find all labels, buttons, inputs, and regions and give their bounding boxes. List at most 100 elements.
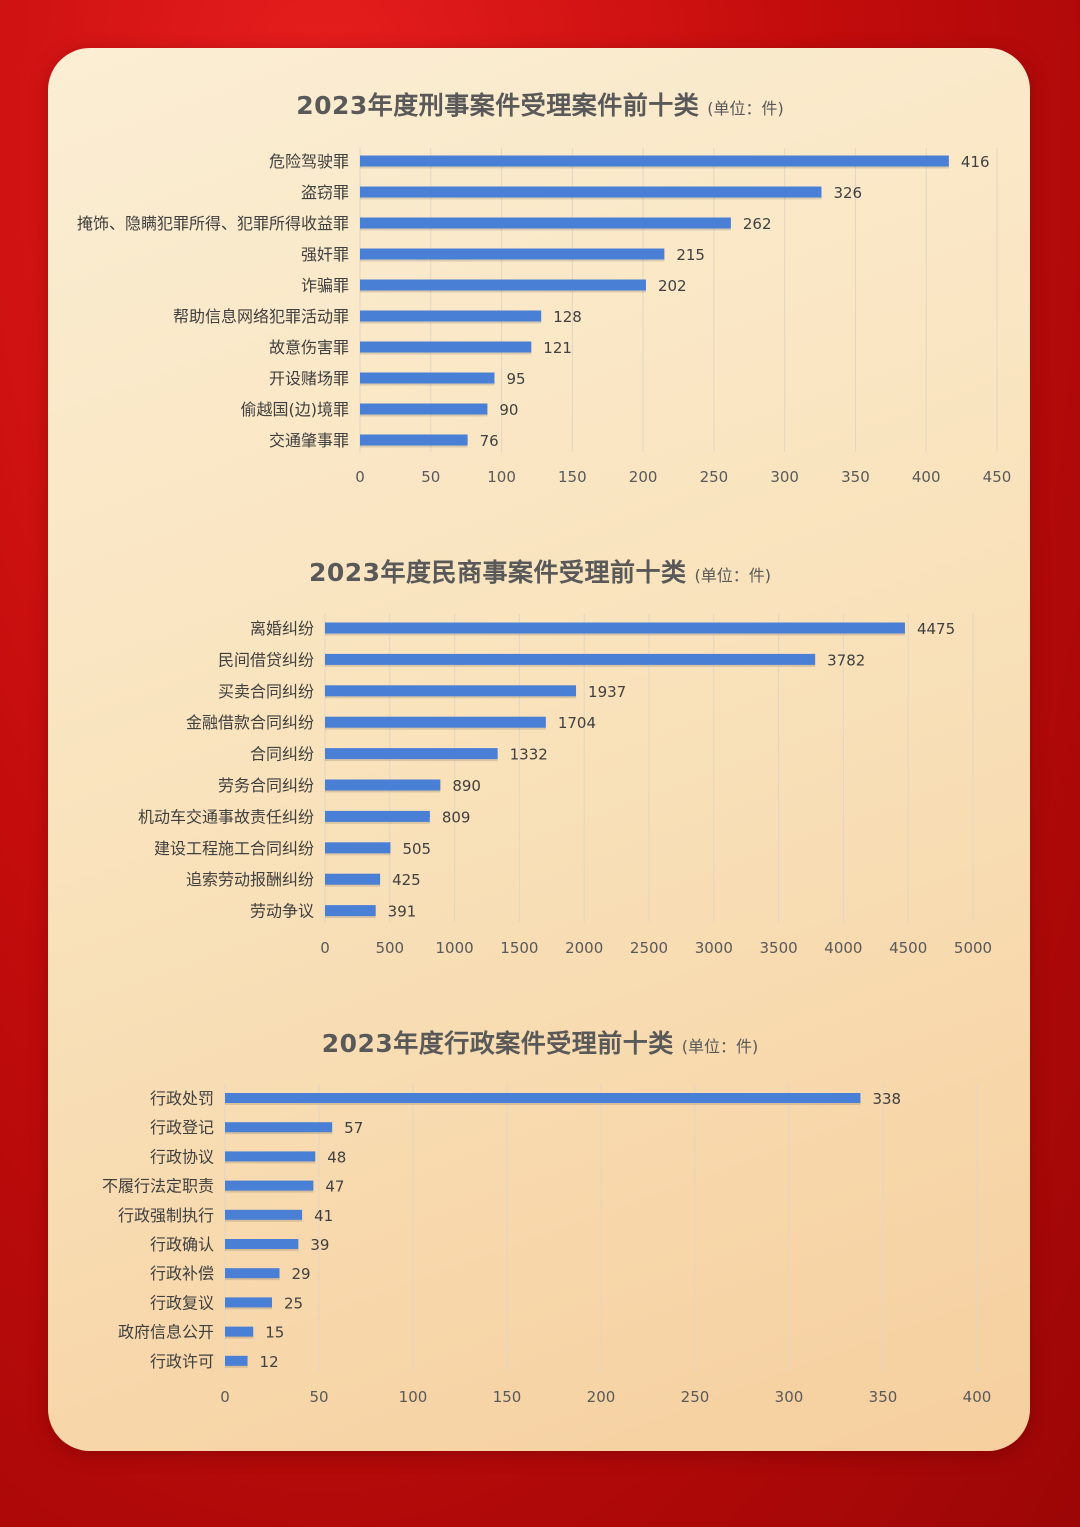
- data-label: 416: [961, 153, 990, 171]
- category-label: 行政强制执行: [118, 1206, 214, 1225]
- x-tick-label: 200: [629, 468, 658, 486]
- x-tick-label: 0: [320, 939, 330, 957]
- x-tick-label: 4000: [824, 939, 862, 957]
- bar: [225, 1239, 299, 1249]
- bar: [325, 842, 391, 854]
- x-tick-label: 0: [355, 468, 365, 486]
- bar: [325, 779, 441, 791]
- category-label: 买卖合同纠纷: [218, 682, 314, 701]
- bar: [325, 748, 498, 760]
- bar: [225, 1180, 314, 1191]
- x-tick-label: 450: [983, 468, 1012, 486]
- data-label: 262: [743, 215, 772, 233]
- x-tick-label: 3000: [695, 939, 733, 957]
- x-tick-label: 400: [912, 468, 941, 486]
- category-label: 不履行法定职责: [102, 1177, 214, 1196]
- category-label: 掩饰、隐瞒犯罪所得、犯罪所得收益罪: [77, 214, 349, 233]
- bar: [325, 685, 577, 697]
- chart-2-title-row: 2023年度民商事案件受理前十类 (单位：件): [0, 553, 1080, 589]
- category-label: 劳动争议: [250, 902, 314, 921]
- bar: [360, 341, 532, 353]
- data-label: 57: [344, 1119, 363, 1137]
- category-label: 诈骗罪: [301, 276, 349, 295]
- category-label: 政府信息公开: [118, 1323, 214, 1342]
- data-label: 95: [506, 370, 525, 388]
- category-label: 故意伤害罪: [269, 338, 349, 357]
- bar: [225, 1326, 254, 1337]
- bar: [360, 155, 949, 167]
- x-tick-label: 200: [587, 1388, 616, 1406]
- data-label: 128: [553, 308, 582, 326]
- data-label: 15: [265, 1324, 284, 1342]
- bar: [325, 716, 546, 728]
- data-label: 215: [676, 246, 705, 264]
- bar: [225, 1209, 303, 1220]
- bar: [325, 653, 816, 665]
- bar: [225, 1355, 248, 1366]
- data-label: 3782: [827, 651, 865, 669]
- category-label: 行政协议: [150, 1147, 214, 1166]
- category-label: 行政处罚: [150, 1089, 214, 1108]
- category-label: 开设赌场罪: [269, 369, 349, 388]
- category-label: 行政复议: [150, 1293, 214, 1312]
- x-tick-label: 5000: [954, 939, 992, 957]
- chart-2-title: 2023年度民商事案件受理前十类: [308, 558, 687, 587]
- x-tick-label: 350: [869, 1388, 898, 1406]
- bar: [325, 810, 430, 822]
- bar: [225, 1151, 316, 1162]
- category-label: 离婚纠纷: [250, 619, 314, 638]
- bar: [225, 1122, 333, 1133]
- data-label: 39: [310, 1236, 329, 1254]
- category-label: 强奸罪: [301, 245, 349, 264]
- data-label: 90: [499, 401, 518, 419]
- category-label: 帮助信息网络犯罪活动罪: [173, 307, 349, 326]
- bar: [360, 217, 731, 229]
- bar: [225, 1093, 861, 1103]
- x-tick-label: 150: [558, 468, 587, 486]
- data-label: 809: [442, 808, 471, 826]
- category-label: 劳务合同纠纷: [218, 776, 314, 795]
- data-label: 326: [833, 184, 862, 202]
- data-label: 12: [260, 1353, 279, 1371]
- data-label: 890: [452, 777, 481, 795]
- bar: [325, 873, 381, 885]
- category-label: 行政许可: [150, 1352, 214, 1371]
- x-tick-label: 0: [220, 1388, 230, 1406]
- category-label: 行政登记: [150, 1118, 214, 1137]
- x-tick-label: 100: [399, 1388, 428, 1406]
- chart-1-title: 2023年度刑事案件受理案件前十类: [296, 91, 700, 120]
- data-label: 41: [314, 1207, 333, 1225]
- chart-3-title: 2023年度行政案件受理前十类: [321, 1029, 674, 1058]
- bar: [325, 905, 376, 917]
- chart-1-unit: (单位：件): [707, 99, 784, 118]
- x-tick-label: 250: [681, 1388, 710, 1406]
- chart-3-administrative-cases: 0 50 100 150 200 250 300 350 400 行政处罚 338 行政登记 57 行政协…: [102, 1084, 992, 1406]
- data-label: 4475: [917, 620, 955, 638]
- x-tick-label: 250: [700, 468, 729, 486]
- chart-1-title-row: 2023年度刑事案件受理案件前十类 (单位：件): [0, 86, 1080, 122]
- bar: [360, 403, 488, 415]
- data-label: 505: [402, 840, 431, 858]
- x-tick-label: 300: [775, 1388, 804, 1406]
- bar: [225, 1268, 280, 1279]
- data-label: 1937: [588, 683, 626, 701]
- x-tick-label: 400: [963, 1388, 992, 1406]
- chart-2-civil-commercial-cases: 0 500 1000 1500 2000 2500 3000 3500 4000 4500 5000…: [138, 614, 992, 957]
- x-tick-label: 300: [770, 468, 799, 486]
- category-label: 金融借款合同纠纷: [186, 713, 314, 732]
- x-tick-label: 1000: [436, 939, 474, 957]
- x-tick-label: 4500: [889, 939, 927, 957]
- bar: [360, 434, 468, 446]
- category-label: 交通肇事罪: [269, 431, 349, 450]
- category-label: 危险驾驶罪: [269, 152, 349, 171]
- data-label: 391: [388, 903, 417, 921]
- category-label: 偷越国(边)境罪: [241, 400, 350, 419]
- x-tick-label: 100: [487, 468, 516, 486]
- bar: [360, 186, 822, 198]
- category-label: 行政确认: [150, 1235, 214, 1254]
- category-label: 建设工程施工合同纠纷: [154, 839, 314, 858]
- data-label: 48: [327, 1148, 346, 1166]
- x-tick-label: 1500: [500, 939, 538, 957]
- category-label: 行政补偿: [150, 1264, 214, 1283]
- x-tick-label: 500: [375, 939, 404, 957]
